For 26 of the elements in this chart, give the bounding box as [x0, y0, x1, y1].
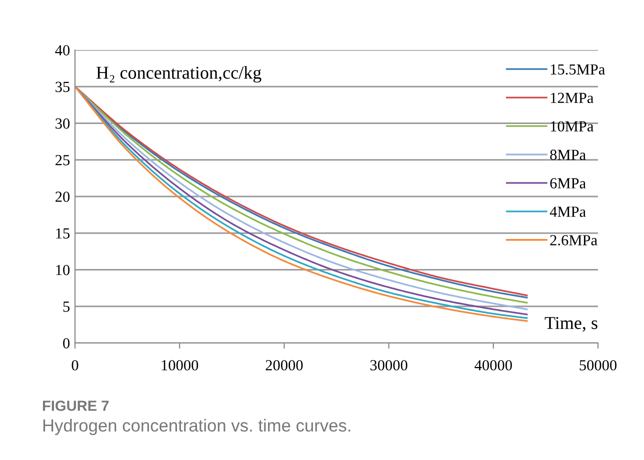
y-tick-label: 40: [55, 45, 70, 56]
x-tick-label: 30000: [370, 360, 408, 370]
y-tick-label: 15: [56, 228, 70, 239]
legend-label: 15.5MPa: [550, 64, 605, 75]
caption: FIGURE 7: [42, 400, 109, 411]
legend-label: 4MPa: [550, 206, 586, 217]
x-tick-label: 40000: [474, 360, 512, 370]
y-tick-label: 20: [56, 192, 70, 202]
y-tick-label: 25: [56, 155, 70, 166]
y-tick-label: 5: [63, 302, 70, 312]
legend-label: 2.6MPa: [550, 235, 598, 246]
y-axis-title: H₂ concentration,cc/kg: [96, 66, 262, 83]
x-tick-label: 10000: [162, 360, 198, 370]
y-tick-label: 0: [63, 338, 70, 348]
legend-label: 10MPa: [550, 121, 594, 132]
legend-label: 6MPa: [550, 178, 586, 188]
x-tick-label: 50000: [580, 360, 617, 370]
x-axis-title: Time, s: [544, 316, 598, 332]
x-tick-label: 0: [72, 360, 78, 370]
legend-label: 8MPa: [550, 150, 586, 160]
y-tick-label: 10: [56, 264, 70, 276]
y-tick-label: 30: [56, 118, 70, 129]
text: Hydrogen concentration vs. time curves.: [43, 418, 350, 436]
y-tick-label: 35: [56, 82, 70, 92]
legend-label: 12MPa: [550, 92, 594, 104]
x-tick-label: 20000: [266, 360, 303, 370]
